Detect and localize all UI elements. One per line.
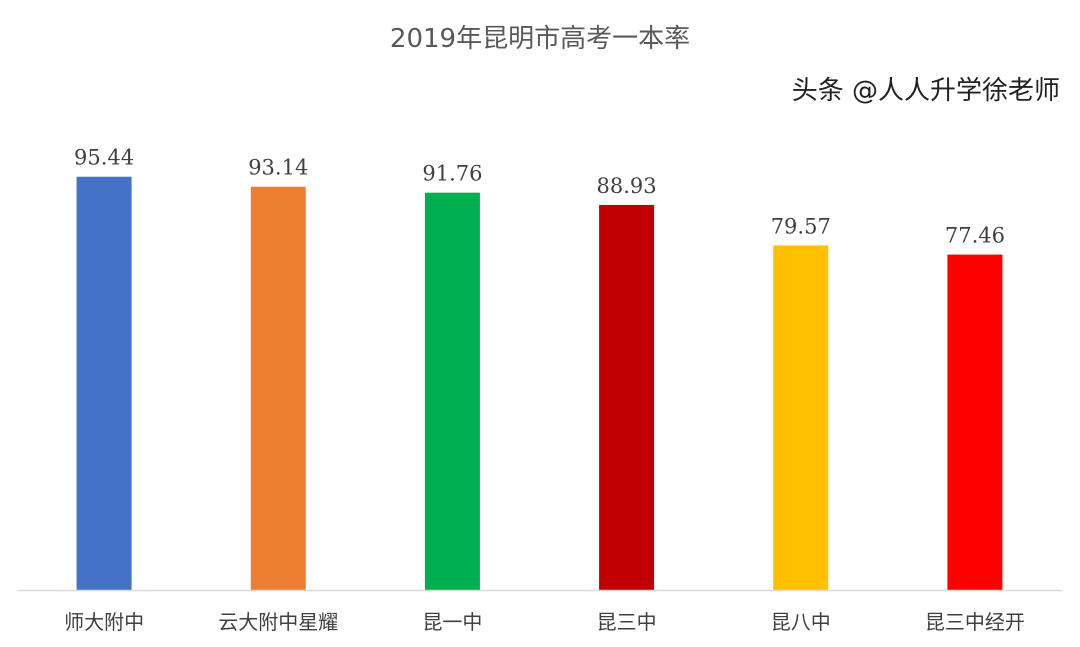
- bar: [947, 254, 1003, 590]
- watermark: 头条 @人人升学徐老师: [791, 76, 1060, 106]
- data-label: 93.14: [248, 156, 308, 180]
- category-label: 昆八中: [771, 610, 831, 634]
- data-label: 88.93: [597, 174, 657, 198]
- category-label: 师大附中: [64, 610, 144, 634]
- bar: [599, 204, 655, 590]
- data-label: 79.57: [771, 214, 831, 238]
- category-label: 云大附中星耀: [218, 610, 338, 634]
- category-label: 昆三中: [597, 610, 657, 634]
- category-label: 昆三中经开: [925, 610, 1025, 634]
- bar: [250, 186, 306, 590]
- bar: [773, 245, 829, 590]
- bar: [424, 192, 480, 590]
- chart-title: 2019年昆明市高考一本率: [389, 24, 691, 54]
- category-label: 昆一中: [422, 610, 482, 634]
- bar: [76, 176, 132, 590]
- data-label: 77.46: [945, 224, 1005, 248]
- data-label: 95.44: [74, 146, 134, 170]
- data-label: 91.76: [422, 162, 482, 186]
